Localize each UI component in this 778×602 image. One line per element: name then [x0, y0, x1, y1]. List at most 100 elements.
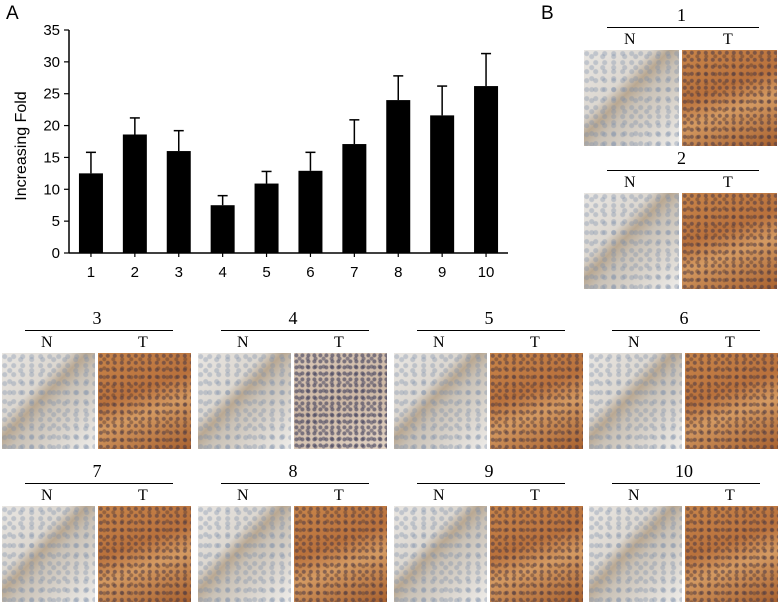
tumor-tissue-image — [490, 353, 583, 449]
group-number: 7 — [92, 461, 102, 481]
ihc-group-5: 5 N T — [394, 309, 584, 449]
tumor-tissue-image — [294, 506, 387, 602]
tumor-label: T — [725, 487, 735, 504]
group-rule — [417, 330, 565, 331]
group-number: 2 — [677, 148, 686, 168]
tumor-tissue-image — [490, 506, 583, 602]
x-tick-label: 5 — [262, 264, 270, 281]
tumor-tissue-image — [98, 353, 191, 449]
tumor-tissue-image — [685, 506, 778, 602]
normal-label: N — [624, 31, 636, 48]
y-tick-label: 0 — [52, 245, 60, 262]
ihc-group-6: 6 N T — [589, 309, 778, 449]
normal-label: N — [41, 334, 53, 351]
normal-label: N — [41, 487, 53, 504]
tumor-label: T — [334, 334, 344, 351]
tumor-label: T — [725, 334, 735, 351]
x-tick-label: 8 — [394, 264, 402, 281]
bar — [474, 86, 499, 253]
x-tick-label: 10 — [478, 264, 495, 281]
group-number: 1 — [677, 5, 686, 25]
group-rule — [25, 330, 173, 331]
x-tick-label: 3 — [175, 264, 183, 281]
group-number: 9 — [484, 461, 494, 481]
bar — [122, 134, 147, 253]
group-number: 8 — [288, 461, 298, 481]
group-rule — [612, 483, 760, 484]
group-number: 4 — [288, 308, 298, 328]
normal-label: N — [628, 487, 640, 504]
x-tick-label: 1 — [87, 264, 95, 281]
bar — [342, 144, 367, 253]
ihc-group-2: 2 N T — [584, 149, 778, 289]
chart-ticks: 0 5 10 15 20 25 30 35 1 2 3 4 5 6 7 8 9 10 — [43, 22, 494, 281]
ihc-group-8: 8 N T — [198, 462, 388, 602]
bar — [298, 170, 323, 253]
normal-tissue-image — [198, 353, 291, 449]
group-number: 6 — [679, 308, 689, 328]
normal-tissue-image — [589, 353, 682, 449]
ihc-group-3: 3 N T — [2, 309, 192, 449]
ihc-group-1: 1 N T — [584, 6, 778, 146]
tumor-label: T — [138, 334, 148, 351]
bar-chart: 0 5 10 15 20 25 30 35 1 2 3 4 5 6 7 8 9 10 Increasing Fol… — [13, 22, 508, 281]
tumor-label: T — [530, 334, 540, 351]
y-tick-label: 35 — [43, 22, 60, 39]
panel-b-label: B — [541, 3, 554, 24]
normal-tissue-image — [394, 353, 487, 449]
tumor-tissue-image — [98, 506, 191, 602]
normal-tissue-image — [584, 50, 679, 146]
ihc-group-9: 9 N T — [394, 462, 584, 602]
normal-label: N — [433, 334, 445, 351]
normal-tissue-image — [2, 506, 95, 602]
bar — [78, 173, 103, 253]
tumor-tissue-image — [294, 353, 387, 449]
ihc-group-4: 4 N T — [198, 309, 388, 449]
bar — [254, 183, 279, 253]
normal-label: N — [628, 334, 640, 351]
tumor-tissue-image — [682, 50, 777, 146]
ihc-group-7: 7 N T — [2, 462, 192, 602]
group-rule — [607, 170, 759, 171]
tumor-label: T — [723, 31, 733, 48]
group-rule — [612, 330, 760, 331]
tumor-label: T — [530, 487, 540, 504]
panel-a-label: A — [6, 3, 19, 24]
bar — [166, 151, 191, 253]
group-number: 5 — [484, 308, 494, 328]
y-tick-label: 5 — [52, 213, 60, 230]
normal-label: N — [237, 334, 249, 351]
x-tick-label: 6 — [306, 264, 314, 281]
x-tick-label: 7 — [350, 264, 358, 281]
tumor-tissue-image — [685, 353, 778, 449]
normal-label: N — [237, 487, 249, 504]
group-number: 10 — [675, 461, 693, 481]
y-axis-label: Increasing Fold — [13, 91, 30, 200]
group-rule — [607, 27, 759, 28]
normal-tissue-image — [584, 193, 679, 289]
normal-label: N — [433, 487, 445, 504]
normal-tissue-image — [394, 506, 487, 602]
bar — [210, 205, 235, 253]
normal-tissue-image — [198, 506, 291, 602]
tumor-label: T — [138, 487, 148, 504]
y-tick-label: 25 — [43, 86, 60, 103]
y-tick-label: 10 — [43, 181, 60, 198]
x-tick-label: 9 — [438, 264, 446, 281]
ihc-group-10: 10 N T — [589, 462, 778, 602]
group-rule — [221, 330, 369, 331]
tumor-label: T — [723, 174, 733, 191]
group-rule — [417, 483, 565, 484]
group-rule — [221, 483, 369, 484]
normal-tissue-image — [589, 506, 682, 602]
y-tick-label: 30 — [43, 54, 60, 71]
tumor-label: T — [334, 487, 344, 504]
bar — [386, 100, 411, 253]
x-tick-label: 2 — [131, 264, 139, 281]
y-tick-label: 15 — [43, 149, 60, 166]
bar — [430, 115, 455, 254]
normal-tissue-image — [2, 353, 95, 449]
normal-label: N — [624, 174, 636, 191]
x-tick-label: 4 — [218, 264, 226, 281]
group-rule — [25, 483, 173, 484]
